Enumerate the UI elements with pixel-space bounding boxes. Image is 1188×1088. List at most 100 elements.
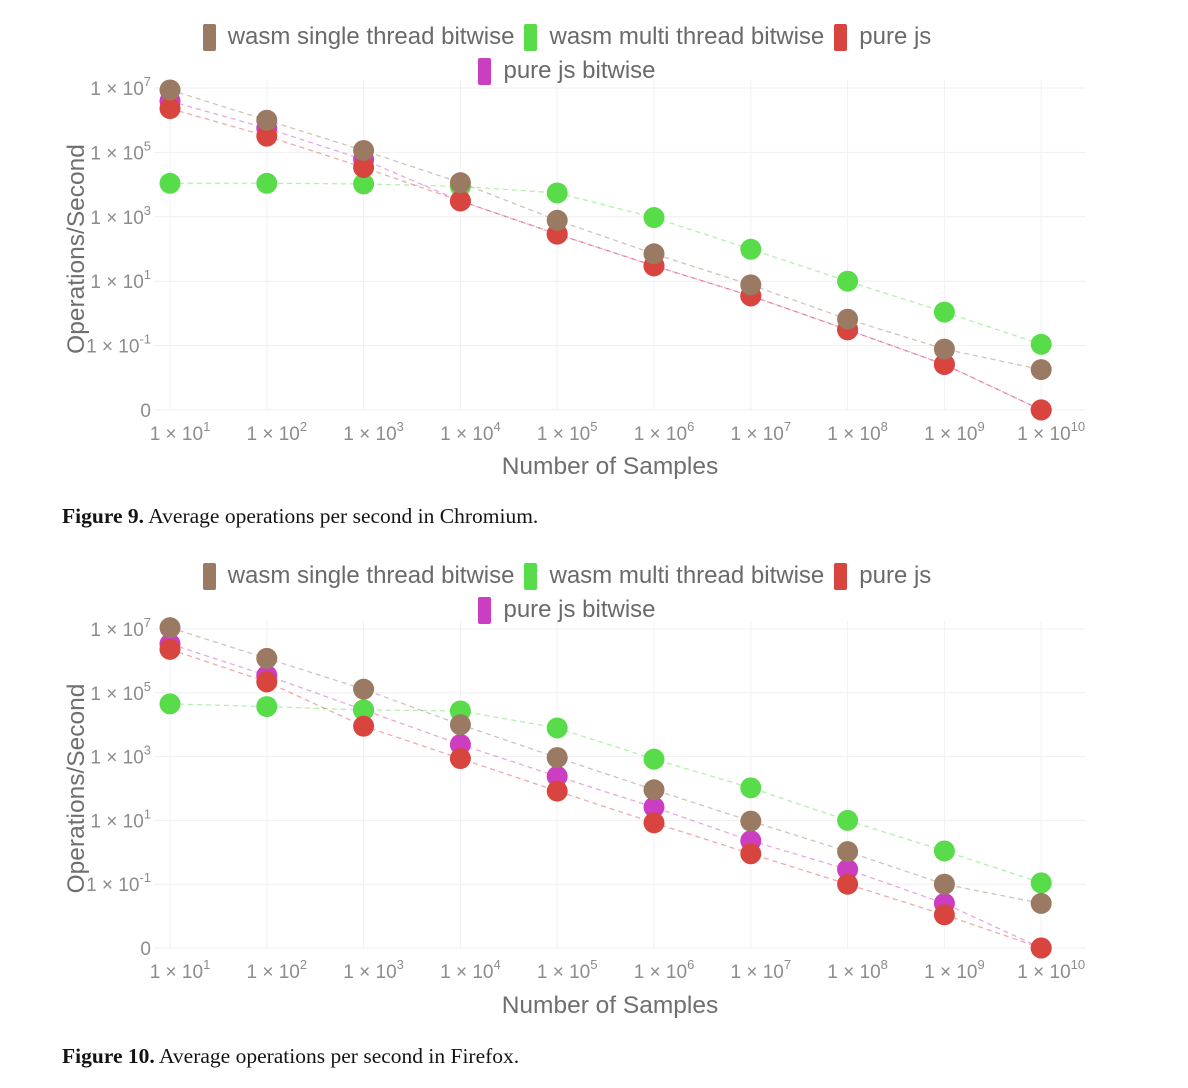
data-point	[1030, 892, 1052, 914]
legend-item-pure-js-bitwise: pure js bitwise	[478, 57, 656, 85]
y-tick-label: 1 × 10-1	[86, 332, 151, 358]
legend-row: wasm single thread bitwise wasm multi thr…	[0, 559, 1134, 593]
x-tick-label: 1 × 108	[827, 957, 888, 983]
data-point	[643, 779, 665, 801]
y-tick-label: 1 × 103	[90, 203, 151, 229]
data-point	[837, 873, 859, 895]
data-point	[353, 139, 375, 161]
series-line	[169, 100, 1042, 411]
data-point	[353, 156, 375, 178]
series-line	[169, 107, 1042, 411]
legend-row: wasm single thread bitwise wasm multi thr…	[0, 20, 1134, 54]
data-point	[159, 79, 181, 101]
data-point	[740, 810, 762, 832]
legend-item-wasm-multi-thread-bitwise: wasm multi thread bitwise	[524, 562, 824, 590]
data-point	[256, 125, 278, 147]
chromium-legend: wasm single thread bitwise wasm multi thr…	[0, 20, 1134, 88]
data-point	[740, 238, 762, 260]
data-point	[740, 843, 762, 865]
data-point	[740, 777, 762, 799]
data-point	[449, 748, 471, 770]
legend-label-wasm-multi-thread-bitwise: wasm multi thread bitwise	[549, 562, 825, 589]
data-point	[546, 780, 568, 802]
data-point	[546, 209, 568, 231]
data-point	[1030, 872, 1052, 894]
data-point	[449, 172, 471, 194]
data-point	[353, 173, 375, 195]
x-tick-label: 1 × 102	[247, 957, 308, 983]
data-point	[837, 809, 859, 831]
figure-9-caption-label: Figure 9.	[62, 504, 145, 528]
data-point	[933, 840, 955, 862]
y-tick-label: 1 × 101	[90, 806, 151, 832]
data-point	[1030, 333, 1052, 355]
figure-10-caption-text: Average operations per second in Firefox…	[158, 1044, 520, 1068]
data-point	[256, 696, 278, 718]
y-tick-label: 1 × 10-1	[86, 870, 151, 896]
x-tick-label: 1 × 103	[343, 419, 404, 445]
series-line	[169, 703, 1042, 884]
data-point	[837, 858, 859, 880]
x-tick-label: 1 × 109	[924, 957, 985, 983]
legend-label-pure-js-bitwise: pure js bitwise	[503, 57, 656, 84]
data-point	[933, 338, 955, 360]
y-tick-label: 1 × 101	[90, 267, 151, 293]
legend-item-wasm-single-thread-bitwise: wasm single thread bitwise	[202, 23, 515, 51]
x-tick-label: 1 × 101	[150, 957, 211, 983]
series-line	[169, 89, 1042, 371]
data-point	[159, 98, 181, 120]
x-tick-label: 1 × 108	[827, 419, 888, 445]
legend-swatch-pure-js	[834, 562, 848, 590]
series-line	[169, 648, 1042, 949]
legend-item-pure-js: pure js	[834, 23, 931, 51]
data-point	[1030, 399, 1052, 421]
data-point	[159, 617, 181, 639]
x-tick-label: 1 × 106	[634, 419, 695, 445]
y-tick-label: 1 × 107	[90, 74, 151, 100]
x-tick-label: 1 × 1010	[1017, 419, 1085, 445]
x-tick-label: 1 × 107	[731, 957, 792, 983]
legend-label-wasm-single-thread-bitwise: wasm single thread bitwise	[227, 562, 515, 589]
y-tick-label: 0	[140, 401, 151, 422]
data-point	[546, 717, 568, 739]
legend-swatch-wasm-multi-thread-bitwise	[524, 23, 538, 51]
legend-swatch-pure-js-bitwise	[478, 57, 492, 85]
data-point	[643, 243, 665, 265]
x-tick-label: 1 × 109	[924, 419, 985, 445]
legend-swatch-wasm-multi-thread-bitwise	[524, 562, 538, 590]
data-point	[933, 873, 955, 895]
x-tick-label: 1 × 105	[537, 419, 598, 445]
figure-9-caption-text: Average operations per second in Chromiu…	[148, 504, 539, 528]
legend-label-wasm-single-thread-bitwise: wasm single thread bitwise	[227, 23, 515, 50]
x-tick-label: 1 × 104	[440, 957, 501, 983]
data-point	[933, 301, 955, 323]
figure-10-caption-label: Figure 10.	[62, 1044, 155, 1068]
data-point	[159, 172, 181, 194]
x-tick-label: 1 × 106	[634, 957, 695, 983]
x-axis-title: Number of Samples	[502, 992, 719, 1019]
data-point	[256, 647, 278, 669]
data-point	[1030, 359, 1052, 381]
data-point	[353, 699, 375, 721]
legend-swatch-wasm-single-thread-bitwise	[202, 562, 216, 590]
y-axis-title: Operations/Second	[63, 684, 90, 894]
y-tick-label: 1 × 105	[90, 138, 151, 164]
y-tick-label: 0	[140, 939, 151, 960]
x-tick-label: 1 × 102	[247, 419, 308, 445]
legend-item-wasm-single-thread-bitwise: wasm single thread bitwise	[202, 562, 515, 590]
x-tick-label: 1 × 1010	[1017, 957, 1085, 983]
data-point	[449, 190, 471, 212]
data-point	[643, 812, 665, 834]
legend-label-wasm-multi-thread-bitwise: wasm multi thread bitwise	[549, 23, 825, 50]
x-tick-label: 1 × 101	[150, 419, 211, 445]
data-point	[256, 109, 278, 131]
data-point	[546, 747, 568, 769]
firefox-legend: wasm single thread bitwise wasm multi thr…	[0, 559, 1134, 627]
data-point	[546, 182, 568, 204]
data-point	[546, 765, 568, 787]
data-point	[837, 308, 859, 330]
